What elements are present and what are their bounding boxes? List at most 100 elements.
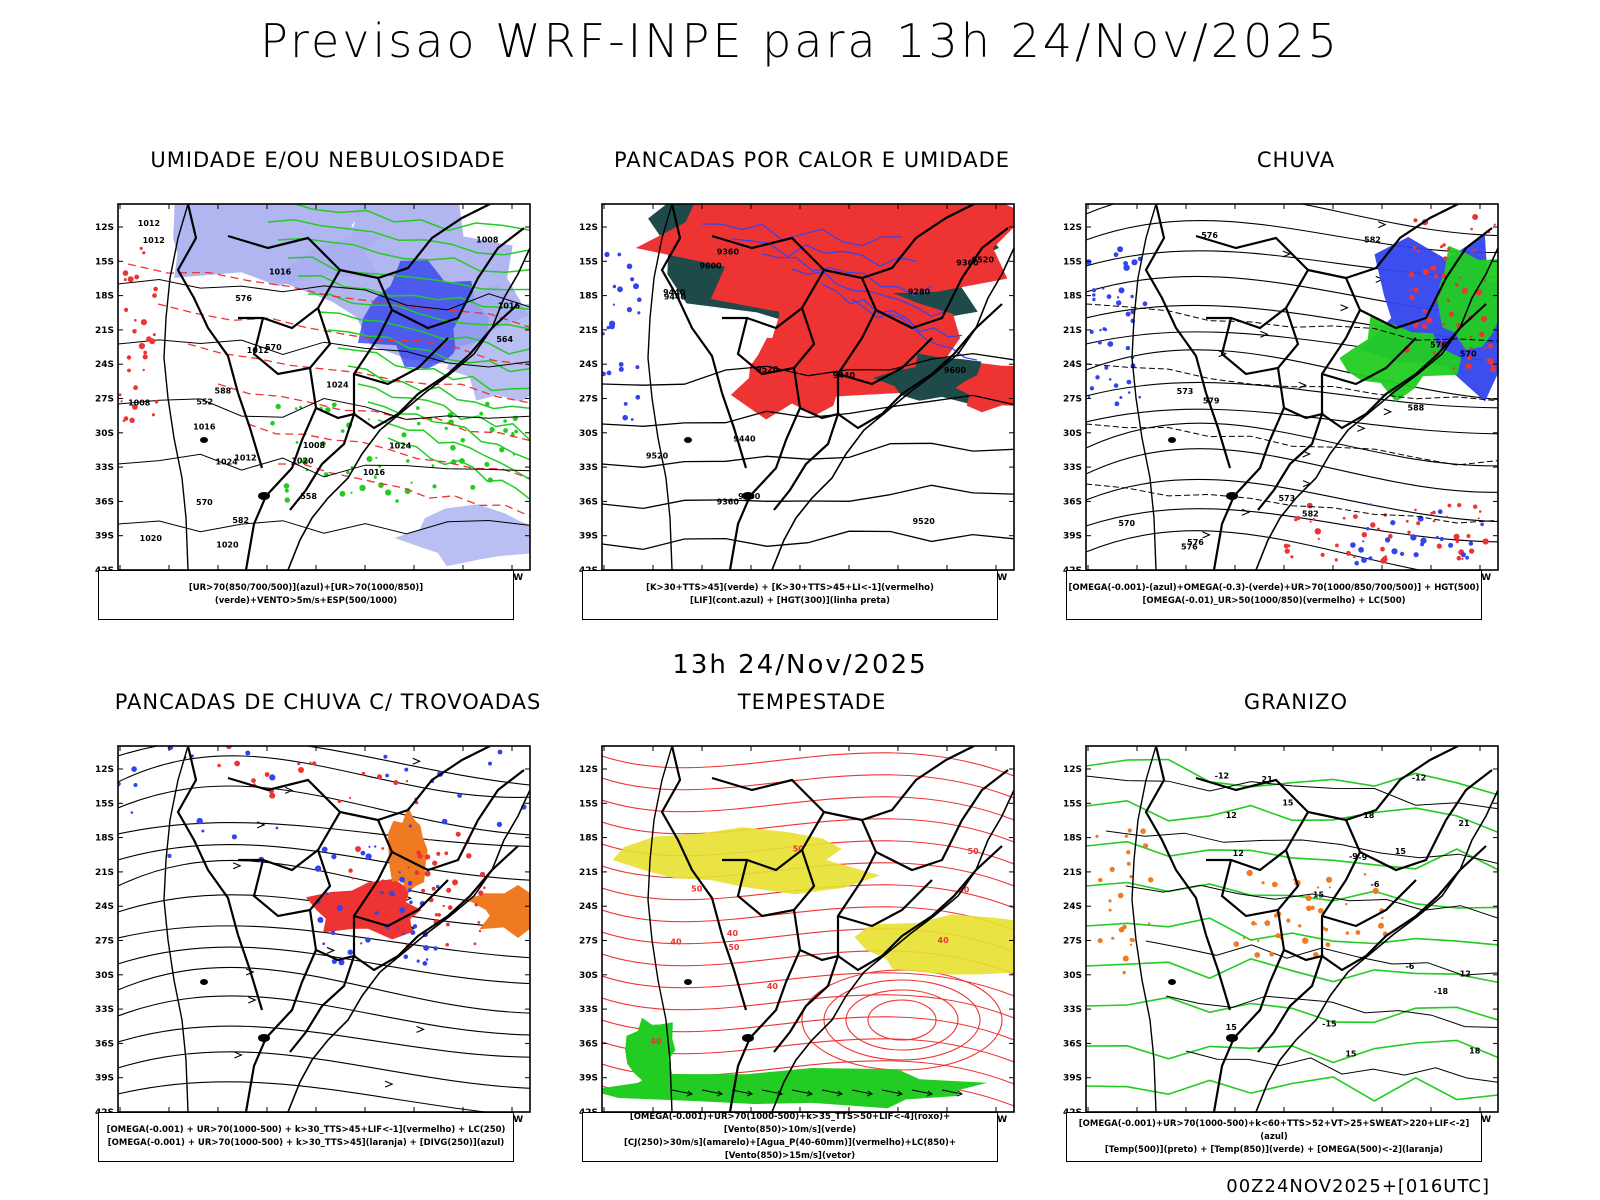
streamline xyxy=(1086,448,1498,493)
weather-speck xyxy=(1114,401,1120,407)
country-border xyxy=(1345,746,1459,822)
weather-speck xyxy=(1455,539,1459,544)
weather-speck xyxy=(1087,395,1091,399)
lat-label: 21S xyxy=(1063,868,1082,878)
lat-label: 24S xyxy=(1063,360,1082,370)
weather-speck xyxy=(1129,943,1133,946)
weather-speck xyxy=(1255,923,1258,926)
weather-area xyxy=(602,1068,988,1109)
contour-line xyxy=(317,311,530,355)
wind-vector xyxy=(911,1089,934,1097)
weather-speck xyxy=(298,767,304,773)
weather-speck xyxy=(381,847,385,850)
weather-speck xyxy=(1129,875,1133,879)
panel-title: CHUVA xyxy=(1256,148,1336,172)
weather-speck xyxy=(630,277,635,282)
country-border xyxy=(1359,769,1493,872)
isobar xyxy=(118,397,530,421)
weather-speck xyxy=(434,913,438,917)
weather-speck xyxy=(1448,542,1454,548)
weather-speck xyxy=(1390,520,1396,526)
lat-label: 33S xyxy=(95,1005,114,1015)
weather-speck xyxy=(1432,519,1436,523)
weather-speck xyxy=(1108,908,1112,912)
country-border xyxy=(339,268,394,414)
weather-speck xyxy=(1446,299,1450,303)
streamline xyxy=(118,1025,530,1058)
weather-speck xyxy=(1370,522,1376,528)
contour-label: 18 xyxy=(1363,811,1375,820)
panel-title: TEMPESTADE xyxy=(737,690,887,714)
weather-speck xyxy=(633,283,639,290)
contour-line xyxy=(277,237,530,274)
contour-label: 1008 xyxy=(128,398,151,407)
weather-speck xyxy=(622,414,628,421)
streamline-arrow xyxy=(245,968,255,976)
weather-speck xyxy=(1408,271,1415,278)
weather-speck xyxy=(365,937,371,943)
lake xyxy=(1226,1034,1238,1042)
map-trovoadas: 12S15S18S21S24S27S30S33S36S39S42S70W65W6… xyxy=(95,745,531,1125)
weather-speck xyxy=(1459,276,1462,279)
lat-label: 39S xyxy=(95,532,114,542)
weather-speck xyxy=(393,780,399,786)
weather-speck xyxy=(487,477,493,483)
contour-label: 15 xyxy=(1345,1050,1357,1059)
contour-label: 15 xyxy=(1395,847,1407,856)
weather-speck xyxy=(1118,287,1125,294)
streamline xyxy=(602,994,1014,1019)
lat-label: 24S xyxy=(95,902,114,912)
weather-speck xyxy=(217,763,221,768)
weather-speck xyxy=(455,831,461,837)
weather-speck xyxy=(1104,365,1109,370)
weather-speck xyxy=(1405,519,1409,523)
lc-contour xyxy=(1086,423,1498,466)
weather-speck xyxy=(152,293,157,298)
weather-speck xyxy=(612,284,617,289)
weather-speck xyxy=(322,942,325,945)
weather-speck xyxy=(1414,322,1419,327)
weather-speck xyxy=(424,854,431,860)
contour-line xyxy=(287,256,530,291)
weather-speck xyxy=(407,888,412,893)
weather-speck xyxy=(1361,532,1367,538)
weather-speck xyxy=(1251,921,1256,926)
hgt-contour xyxy=(602,484,1014,510)
weather-speck xyxy=(1366,527,1370,531)
panel-umidade: UMIDADE E/OU NEBULOSIDADE 1012 1012 1008 10… xyxy=(78,148,578,648)
weather-speck xyxy=(320,920,324,923)
weather-speck xyxy=(1410,534,1417,541)
lif-contour xyxy=(731,238,918,267)
coastline xyxy=(1255,789,1498,1112)
weather-area xyxy=(730,337,854,420)
contour-label: 570 xyxy=(1118,519,1135,528)
weather-speck xyxy=(407,880,413,886)
map-content xyxy=(118,746,530,1112)
weather-speck xyxy=(1123,264,1130,271)
country-border xyxy=(377,746,491,822)
weather-speck xyxy=(383,917,390,924)
weather-speck xyxy=(1318,908,1324,914)
run-timestamp: 00Z24NOV2025+[016UTC] xyxy=(1226,1176,1490,1197)
weather-speck xyxy=(1425,317,1432,324)
coastline xyxy=(163,746,189,1112)
country-border xyxy=(391,227,525,330)
contour-label: 570 xyxy=(1460,349,1477,358)
contour-label: 9520 xyxy=(972,255,995,264)
weather-speck xyxy=(127,276,134,283)
lat-label: 27S xyxy=(579,395,598,405)
contour-label: 1012 xyxy=(138,219,160,228)
weather-speck xyxy=(1376,527,1380,531)
weather-area xyxy=(854,914,1014,975)
lat-label: 18S xyxy=(1063,292,1082,302)
weather-speck xyxy=(1452,367,1455,370)
country-border xyxy=(837,337,933,386)
streamline xyxy=(118,946,530,985)
weather-speck xyxy=(404,927,410,933)
weather-speck xyxy=(618,362,624,367)
contour-line xyxy=(387,437,530,500)
lat-label: 18S xyxy=(1063,834,1082,844)
weather-speck xyxy=(1422,309,1427,314)
streamline xyxy=(1086,478,1498,523)
weather-speck xyxy=(1269,951,1275,957)
